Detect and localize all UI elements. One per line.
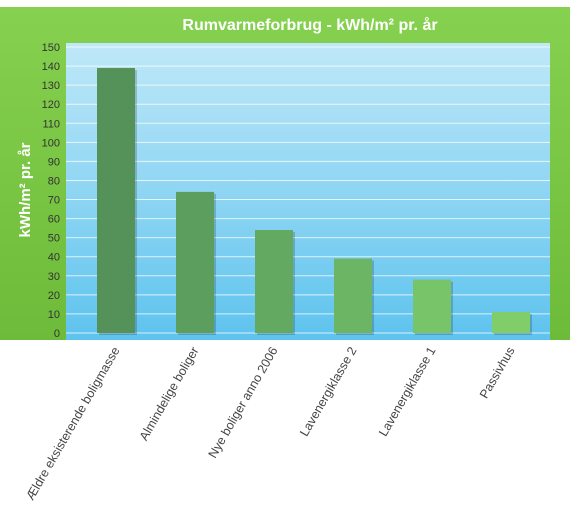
bar xyxy=(255,230,293,333)
y-tick-label: 100 xyxy=(42,137,60,149)
y-tick-label: 30 xyxy=(48,271,60,283)
y-axis-label: kWh/m² pr. år xyxy=(17,142,34,237)
bars xyxy=(97,67,532,336)
plot-area xyxy=(66,43,550,340)
x-tick-label: Almindelige boliger xyxy=(137,345,202,443)
y-tick-label: 60 xyxy=(48,214,60,226)
x-axis-ticks: Ældre eksisterende boligmasse Almindelige… xyxy=(23,344,517,502)
y-tick-label: 50 xyxy=(48,233,60,245)
bar xyxy=(492,312,530,333)
bar xyxy=(334,258,372,333)
x-tick-label: Ældre eksisterende boligmasse xyxy=(23,344,122,502)
bar xyxy=(413,279,451,333)
x-tick-label: Lavenergiklasse 2 xyxy=(297,344,360,438)
y-tick-label: 150 xyxy=(42,42,60,54)
y-tick-label: 110 xyxy=(42,118,60,130)
y-axis-ticks: 0 10 20 30 40 50 60 70 80 90 100 110 120 130 140 150 xyxy=(42,42,60,340)
y-tick-label: 140 xyxy=(42,61,60,73)
x-tick-label: Lavenergiklasse 1 xyxy=(376,344,439,438)
y-tick-label: 40 xyxy=(48,252,60,264)
x-tick-label: Passivhus xyxy=(477,345,518,401)
y-tick-label: 90 xyxy=(48,156,60,168)
x-tick-label: Nye boliger anno 2006 xyxy=(206,344,281,460)
y-tick-label: 20 xyxy=(48,290,60,302)
y-tick-label: 80 xyxy=(48,175,60,187)
chart-title: Rumvarmeforbrug - kWh/m² pr. år xyxy=(182,16,437,34)
y-tick-label: 0 xyxy=(54,328,60,340)
y-tick-label: 120 xyxy=(42,99,60,111)
y-tick-label: 130 xyxy=(42,80,60,92)
bar xyxy=(176,191,214,333)
y-tick-label: 70 xyxy=(48,195,60,207)
bar xyxy=(97,67,135,334)
gridlines xyxy=(66,46,550,334)
y-tick-label: 10 xyxy=(48,309,60,321)
